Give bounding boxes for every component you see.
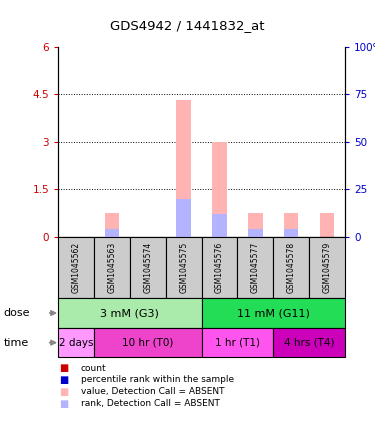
Text: time: time	[4, 338, 29, 348]
Text: GSM1045574: GSM1045574	[143, 242, 152, 293]
Bar	[58, 298, 202, 328]
Text: 3 mM (G3): 3 mM (G3)	[100, 308, 159, 318]
Bar	[105, 229, 119, 237]
Text: value, Detection Call = ABSENT: value, Detection Call = ABSENT	[81, 387, 224, 396]
Text: GSM1045576: GSM1045576	[215, 242, 224, 293]
Bar	[94, 237, 130, 298]
Text: GSM1045577: GSM1045577	[251, 242, 260, 293]
Text: rank, Detection Call = ABSENT: rank, Detection Call = ABSENT	[81, 399, 219, 408]
Bar	[284, 229, 298, 237]
Bar	[58, 237, 94, 298]
Bar	[105, 213, 119, 237]
Bar	[166, 237, 202, 298]
Bar	[202, 328, 273, 357]
Bar	[212, 214, 226, 237]
Text: ■: ■	[59, 363, 68, 373]
Bar	[94, 328, 202, 357]
Text: 1 hr (T1): 1 hr (T1)	[215, 338, 260, 348]
Bar	[237, 237, 273, 298]
Text: 2 days: 2 days	[59, 338, 93, 348]
Bar	[177, 101, 191, 237]
Text: ■: ■	[59, 387, 68, 397]
Bar	[130, 237, 166, 298]
Bar	[273, 237, 309, 298]
Text: 10 hr (T0): 10 hr (T0)	[122, 338, 174, 348]
Bar	[202, 298, 345, 328]
Text: 4 hrs (T4): 4 hrs (T4)	[284, 338, 334, 348]
Bar	[248, 229, 262, 237]
Text: GSM1045575: GSM1045575	[179, 242, 188, 293]
Text: GSM1045579: GSM1045579	[322, 242, 332, 293]
Bar	[177, 199, 191, 237]
Bar	[284, 213, 298, 237]
Text: ■: ■	[59, 398, 68, 409]
Bar	[212, 142, 226, 237]
Text: ■: ■	[59, 375, 68, 385]
Text: 11 mM (G11): 11 mM (G11)	[237, 308, 310, 318]
Text: dose: dose	[4, 308, 30, 318]
Text: GDS4942 / 1441832_at: GDS4942 / 1441832_at	[110, 19, 265, 32]
Bar	[320, 213, 334, 237]
Bar	[273, 328, 345, 357]
Bar	[248, 213, 262, 237]
Bar	[58, 328, 94, 357]
Text: GSM1045562: GSM1045562	[72, 242, 81, 293]
Text: percentile rank within the sample: percentile rank within the sample	[81, 375, 234, 385]
Text: GSM1045578: GSM1045578	[287, 242, 296, 293]
Text: GSM1045563: GSM1045563	[107, 242, 116, 293]
Bar	[202, 237, 237, 298]
Bar	[309, 237, 345, 298]
Text: count: count	[81, 363, 106, 373]
